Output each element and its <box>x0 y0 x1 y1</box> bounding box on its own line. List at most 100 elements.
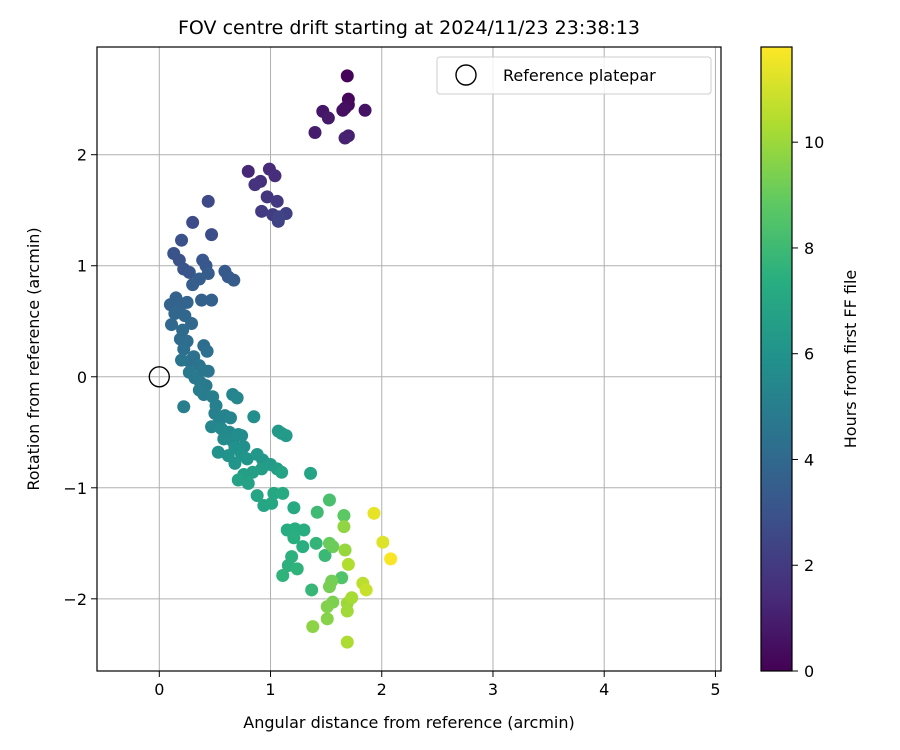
data-point <box>358 103 372 117</box>
data-point <box>337 509 351 523</box>
data-point <box>270 194 284 208</box>
data-point <box>321 111 335 125</box>
data-point <box>272 210 286 224</box>
data-point <box>250 489 264 503</box>
plot-frame <box>96 46 722 672</box>
x-axis-label: Angular distance from reference (arcmin) <box>243 713 574 732</box>
data-point <box>177 400 191 414</box>
data-point <box>376 535 390 549</box>
chart-title: FOV centre drift starting at 2024/11/23 … <box>178 17 640 39</box>
data-point <box>275 465 289 479</box>
data-point <box>241 476 255 490</box>
data-point <box>240 452 254 466</box>
data-point <box>340 635 354 649</box>
data-point <box>177 342 191 356</box>
x-axis-ticks: 0 1 2 3 4 5 <box>154 671 721 699</box>
data-point <box>255 204 269 218</box>
data-point <box>195 293 209 307</box>
colorbar-tick-label: 0 <box>804 662 814 681</box>
data-point <box>279 429 293 443</box>
data-point <box>345 591 359 605</box>
data-point <box>305 583 319 597</box>
y-tick-label: 1 <box>77 257 87 276</box>
y-tick-label: −1 <box>63 479 87 498</box>
y-tick-label: −2 <box>63 590 87 609</box>
data-point <box>201 194 215 208</box>
data-point <box>322 493 336 507</box>
colorbar-tick-label: 4 <box>804 450 814 469</box>
legend-label: Reference platepar <box>503 66 656 85</box>
data-point <box>297 523 311 537</box>
data-point <box>227 273 241 287</box>
data-point <box>340 604 354 618</box>
data-point <box>175 233 189 247</box>
data-points <box>163 69 398 649</box>
colorbar: 0 2 4 6 8 10 Hours from first FF file <box>760 46 860 681</box>
data-point <box>200 344 214 358</box>
y-tick-label: 2 <box>77 146 87 165</box>
data-point <box>318 549 332 563</box>
data-point <box>287 531 301 545</box>
data-point <box>276 486 290 500</box>
data-point <box>230 391 244 405</box>
data-point <box>340 69 354 83</box>
x-tick-label: 5 <box>710 680 720 699</box>
y-tick-label: 0 <box>77 368 87 387</box>
legend-marker <box>455 64 477 86</box>
legend: Reference platepar <box>436 56 712 95</box>
x-tick-label: 2 <box>377 680 387 699</box>
data-point <box>290 562 304 576</box>
data-point <box>247 410 261 424</box>
data-point <box>336 103 350 117</box>
data-point <box>235 429 249 443</box>
x-tick-label: 1 <box>265 680 275 699</box>
data-point <box>205 420 219 434</box>
data-point <box>165 318 179 332</box>
data-point <box>337 520 351 534</box>
data-point <box>205 293 219 307</box>
data-point <box>306 620 320 634</box>
data-point <box>205 228 219 242</box>
data-point <box>367 506 381 520</box>
colorbar-label: Hours from first FF file <box>841 270 860 449</box>
data-point <box>201 364 215 378</box>
data-point <box>310 505 324 519</box>
colorbar-ticks: 0 2 4 6 8 10 <box>792 133 824 681</box>
data-point <box>231 473 245 487</box>
data-point <box>276 569 290 583</box>
y-axis-label: Rotation from reference (arcmin) <box>24 227 43 490</box>
data-point <box>175 353 189 367</box>
data-point <box>359 583 373 597</box>
data-point <box>248 178 262 192</box>
y-axis-ticks: −2 −1 0 1 2 <box>63 146 97 609</box>
data-point <box>241 164 255 178</box>
data-point <box>185 316 199 330</box>
data-point <box>384 552 398 566</box>
x-tick-label: 4 <box>599 680 609 699</box>
data-point <box>186 278 200 292</box>
data-point <box>320 600 334 614</box>
data-point <box>223 411 237 425</box>
colorbar-tick-label: 8 <box>804 239 814 258</box>
data-point <box>320 612 334 626</box>
data-point <box>326 540 340 554</box>
x-tick-label: 3 <box>488 680 498 699</box>
data-point <box>304 466 318 480</box>
data-point <box>182 265 196 279</box>
data-point <box>265 496 279 510</box>
data-point <box>296 540 310 554</box>
data-point <box>228 456 242 470</box>
data-point <box>267 486 281 500</box>
data-point <box>268 169 282 183</box>
data-point <box>168 306 182 320</box>
colorbar-tick-label: 6 <box>804 345 814 364</box>
data-point <box>186 215 200 229</box>
colorbar-gradient <box>761 47 792 671</box>
data-point <box>322 580 336 594</box>
legend-box <box>436 56 712 95</box>
colorbar-frame <box>760 46 793 672</box>
data-point <box>335 571 349 585</box>
data-point <box>309 536 323 550</box>
data-point <box>338 543 352 557</box>
